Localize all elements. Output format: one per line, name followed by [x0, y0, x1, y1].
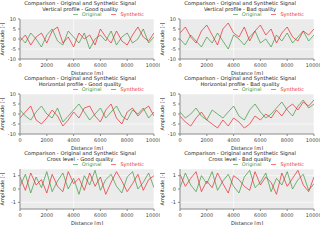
svg-text:6000: 6000 [254, 137, 267, 143]
svg-text:10000: 10000 [146, 62, 160, 68]
html-text:Synthetic: Synthetic [120, 86, 144, 92]
svg-text:-10: -10 [168, 56, 176, 62]
html-text:Synthetic: Synthetic [280, 161, 304, 167]
html-text:Vertical profile - Bad quality: Vertical profile - Bad quality [204, 6, 276, 12]
svg-text:-10: -10 [168, 131, 176, 137]
html-text:Comparison - Original and Synt: Comparison - Original and Synthetic Sign… [184, 75, 296, 81]
html-text:Comparison - Original and Synt: Comparison - Original and Synthetic Sign… [24, 150, 136, 156]
svg-text:-5: -5 [11, 121, 16, 127]
svg-text:10: 10 [10, 91, 16, 97]
html-text:Synthetic: Synthetic [120, 11, 144, 17]
svg-text:0: 0 [178, 62, 181, 68]
svg-text:10000: 10000 [146, 137, 160, 143]
svg-text:Distance [m]: Distance [m] [71, 220, 103, 225]
html-text:Synthetic: Synthetic [120, 161, 144, 167]
html-text:Original: Original [81, 11, 102, 17]
html-text:Synthetic: Synthetic [280, 11, 304, 17]
html-text:Vertical profile - Good qualit: Vertical profile - Good quality [42, 6, 118, 12]
html-text:Horizontal profile - Bad quali: Horizontal profile - Bad quality [200, 81, 280, 87]
svg-text:Amplitude [-]: Amplitude [-] [160, 172, 166, 205]
svg-text:0: 0 [18, 137, 21, 143]
svg-text:5: 5 [173, 26, 176, 32]
svg-text:Distance [m]: Distance [m] [231, 145, 263, 150]
svg-text:4000: 4000 [67, 137, 80, 143]
svg-text:-10: -10 [8, 56, 16, 62]
svg-text:-1: -1 [171, 199, 176, 205]
svg-text:2000: 2000 [40, 212, 53, 218]
svg-text:0: 0 [13, 186, 16, 192]
svg-text:8000: 8000 [281, 212, 294, 218]
svg-text:4000: 4000 [227, 137, 240, 143]
svg-text:0: 0 [178, 137, 181, 143]
svg-text:2000: 2000 [40, 137, 53, 143]
svg-text:2000: 2000 [200, 137, 213, 143]
svg-text:10: 10 [170, 16, 176, 22]
svg-text:6000: 6000 [94, 212, 107, 218]
svg-text:Distance [m]: Distance [m] [71, 70, 103, 75]
svg-text:0: 0 [13, 36, 16, 42]
html-text:Original: Original [241, 86, 262, 92]
svg-text:0: 0 [13, 111, 16, 117]
html-text:Cross level - Bad quality: Cross level - Bad quality [208, 156, 272, 162]
svg-text:8000: 8000 [281, 62, 294, 68]
svg-text:0: 0 [18, 212, 21, 218]
svg-text:4000: 4000 [227, 62, 240, 68]
svg-text:Distance [m]: Distance [m] [71, 145, 103, 150]
svg-text:6000: 6000 [94, 62, 107, 68]
svg-text:10000: 10000 [306, 212, 312, 218]
svg-text:10: 10 [10, 16, 16, 22]
svg-text:10000: 10000 [146, 212, 160, 218]
svg-text:8000: 8000 [121, 62, 134, 68]
svg-text:Distance [m]: Distance [m] [231, 70, 263, 75]
svg-text:0: 0 [173, 111, 176, 117]
svg-text:2000: 2000 [200, 62, 213, 68]
svg-text:0: 0 [18, 62, 21, 68]
svg-text:8000: 8000 [121, 212, 134, 218]
svg-text:0: 0 [178, 212, 181, 218]
html-text:Comparison - Original and Synt: Comparison - Original and Synthetic Sign… [24, 0, 136, 6]
svg-text:4000: 4000 [67, 62, 80, 68]
svg-text:10000: 10000 [306, 62, 312, 68]
svg-text:Amplitude [-]: Amplitude [-] [160, 97, 166, 130]
svg-text:4000: 4000 [227, 212, 240, 218]
svg-text:1: 1 [173, 172, 176, 178]
svg-text:0: 0 [173, 186, 176, 192]
svg-text:6000: 6000 [254, 212, 267, 218]
svg-text:5: 5 [173, 101, 176, 107]
svg-text:6000: 6000 [254, 62, 267, 68]
html-text:Original: Original [81, 86, 102, 92]
svg-text:Distance [m]: Distance [m] [231, 220, 263, 225]
svg-text:6000: 6000 [94, 137, 107, 143]
html-text:Original: Original [81, 161, 102, 167]
html-text:Comparison - Original and Synt: Comparison - Original and Synthetic Sign… [24, 75, 136, 81]
svg-text:-10: -10 [8, 131, 16, 137]
svg-text:-5: -5 [171, 46, 176, 52]
svg-text:10000: 10000 [306, 137, 312, 143]
html-text:Comparison - Original and Synt: Comparison - Original and Synthetic Sign… [184, 150, 296, 156]
svg-text:5: 5 [13, 101, 16, 107]
svg-text:-5: -5 [171, 121, 176, 127]
svg-text:-5: -5 [11, 46, 16, 52]
svg-text:5: 5 [13, 26, 16, 32]
svg-text:Amplitude [-]: Amplitude [-] [160, 22, 166, 55]
svg-text:2000: 2000 [40, 62, 53, 68]
svg-text:8000: 8000 [281, 137, 294, 143]
html-text:Horizontal profile - Good qual: Horizontal profile - Good quality [38, 81, 122, 87]
svg-text:8000: 8000 [121, 137, 134, 143]
svg-text:0: 0 [173, 36, 176, 42]
html-text:Comparison - Original and Synt: Comparison - Original and Synthetic Sign… [184, 0, 296, 6]
html-text:Cross level - Good quality: Cross level - Good quality [46, 156, 114, 162]
svg-text:4000: 4000 [67, 212, 80, 218]
svg-text:10: 10 [170, 91, 176, 97]
html-text:Original: Original [241, 11, 262, 17]
svg-text:1: 1 [13, 172, 16, 178]
svg-text:-1: -1 [11, 199, 16, 205]
html-text:Synthetic: Synthetic [280, 86, 304, 92]
svg-text:2000: 2000 [200, 212, 213, 218]
html-text:Original: Original [241, 161, 262, 167]
